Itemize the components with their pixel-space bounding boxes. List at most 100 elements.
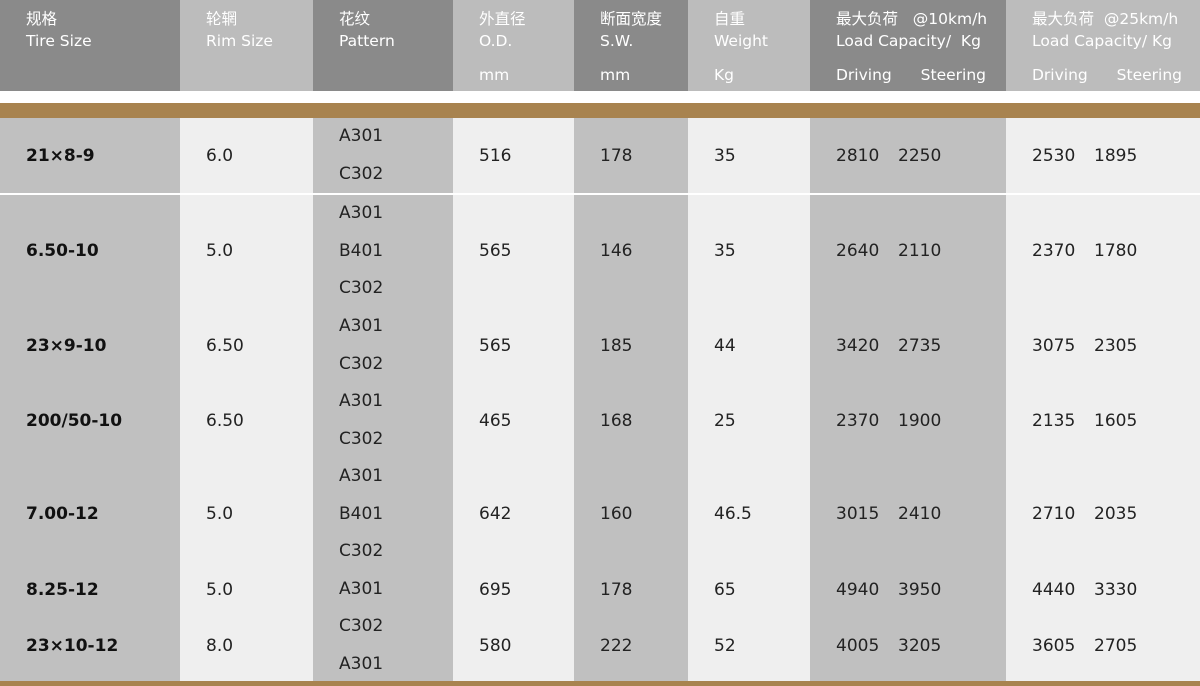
driving-load: 4440 bbox=[1032, 579, 1076, 600]
cell-weight: 52 bbox=[688, 608, 810, 683]
cell-rim: 6.50 bbox=[180, 383, 313, 458]
cell-load-10: 2370 1900 bbox=[810, 383, 1006, 458]
cell-load-10: 3420 2735 bbox=[810, 308, 1006, 383]
header-load-10: 最大负荷 @10km/h Load Capacity/ Kg Driving Stee… bbox=[810, 0, 1006, 91]
pattern-code: A301 bbox=[339, 391, 384, 411]
cell-load-25: 2135 1605 bbox=[1006, 383, 1200, 458]
header-steering: Steering bbox=[920, 66, 986, 84]
cell-od: 565 bbox=[453, 308, 574, 383]
weight-value: 52 bbox=[714, 635, 736, 656]
cell-pattern: A301 C302 bbox=[313, 118, 453, 193]
sw-value: 168 bbox=[600, 410, 633, 431]
table-header: 规格 Tire Size 轮辋 Rim Size 花纹 Pattern 外直径 O.D.… bbox=[0, 0, 1200, 91]
cell-weight: 35 bbox=[688, 195, 810, 308]
cell-sw: 222 bbox=[574, 608, 688, 683]
header-en: Pattern bbox=[339, 32, 395, 50]
table-row: 200/50-10 6.50 A301 C302 465 168 25 2370 1900 213… bbox=[0, 383, 1200, 458]
sw-value: 222 bbox=[600, 635, 633, 656]
pattern-code: C302 bbox=[339, 541, 384, 561]
cell-rim: 6.0 bbox=[180, 118, 313, 193]
pattern-code: A301 bbox=[339, 653, 384, 674]
header-zh: 规格 bbox=[26, 10, 58, 28]
header-zh: 花纹 bbox=[339, 10, 371, 28]
rim-size: 5.0 bbox=[206, 504, 234, 525]
header-zh: 外直径 bbox=[479, 10, 526, 28]
driving-load: 3015 bbox=[836, 504, 880, 525]
header-sw: 断面宽度 S.W. mm bbox=[574, 0, 688, 91]
driving-load: 3420 bbox=[836, 335, 880, 356]
cell-load-25: 3605 2705 bbox=[1006, 608, 1200, 683]
cell-rim: 5.0 bbox=[180, 195, 313, 308]
cell-rim: 5.0 bbox=[180, 571, 313, 609]
pattern-code: C302 bbox=[339, 278, 384, 298]
cell-od: 516 bbox=[453, 118, 574, 193]
sw-value: 146 bbox=[600, 241, 633, 262]
steering-load: 2035 bbox=[1094, 504, 1138, 525]
cell-sw: 146 bbox=[574, 195, 688, 308]
cell-load-25: 4440 3330 bbox=[1006, 571, 1200, 609]
od-value: 642 bbox=[479, 504, 512, 525]
header-unit: Kg bbox=[714, 66, 735, 84]
rim-size: 5.0 bbox=[206, 579, 234, 600]
header-steering: Steering bbox=[1116, 66, 1182, 84]
cell-weight: 65 bbox=[688, 571, 810, 609]
tire-size: 21×8-9 bbox=[26, 145, 95, 166]
steering-load: 3330 bbox=[1094, 579, 1138, 600]
weight-value: 65 bbox=[714, 579, 736, 600]
od-value: 516 bbox=[479, 145, 512, 166]
header-driving: Driving bbox=[1032, 66, 1088, 84]
rim-size: 6.50 bbox=[206, 410, 244, 431]
steering-load: 2410 bbox=[898, 504, 942, 525]
rim-size: 6.0 bbox=[206, 145, 234, 166]
od-value: 565 bbox=[479, 335, 512, 356]
header-en: Load Capacity/ Kg bbox=[1032, 32, 1172, 50]
steering-load: 3205 bbox=[898, 635, 942, 656]
weight-value: 35 bbox=[714, 145, 736, 166]
header-zh: 自重 bbox=[714, 10, 746, 28]
od-value: 565 bbox=[479, 241, 512, 262]
tire-size: 200/50-10 bbox=[26, 410, 123, 431]
table-row: 23×10-12 8.0 C302 A301 580 222 52 4005 3205 3605 2… bbox=[0, 608, 1200, 683]
cell-pattern: A301 B401 C302 bbox=[313, 195, 453, 308]
pattern-code: C302 bbox=[339, 616, 384, 636]
header-load-25: 最大负荷 @25km/h Load Capacity/ Kg Driving Stee… bbox=[1006, 0, 1200, 91]
cell-sw: 160 bbox=[574, 458, 688, 571]
sw-value: 178 bbox=[600, 145, 633, 166]
header-zh: 轮辋 bbox=[206, 10, 238, 28]
cell-sw: 185 bbox=[574, 308, 688, 383]
driving-load: 2135 bbox=[1032, 410, 1076, 431]
cell-od: 580 bbox=[453, 608, 574, 683]
cell-load-25: 2530 1895 bbox=[1006, 118, 1200, 193]
cell-sw: 168 bbox=[574, 383, 688, 458]
driving-load: 2640 bbox=[836, 241, 880, 262]
cell-tire-size: 23×9-10 bbox=[0, 308, 180, 383]
pattern-code: A301 bbox=[339, 203, 384, 223]
driving-load: 4940 bbox=[836, 579, 880, 600]
cell-load-10: 4940 3950 bbox=[810, 571, 1006, 609]
driving-load: 2530 bbox=[1032, 145, 1076, 166]
rim-size: 5.0 bbox=[206, 241, 234, 262]
cell-rim: 8.0 bbox=[180, 608, 313, 683]
cell-load-10: 2810 2250 bbox=[810, 118, 1006, 193]
cell-pattern: C302 A301 bbox=[313, 608, 453, 683]
steering-load: 1900 bbox=[898, 410, 942, 431]
tire-size: 23×9-10 bbox=[26, 335, 107, 356]
weight-value: 35 bbox=[714, 241, 736, 262]
weight-value: 44 bbox=[714, 335, 736, 356]
header-en: Load Capacity/ Kg bbox=[836, 32, 981, 50]
table-row: 23×9-10 6.50 A301 C302 565 185 44 3420 2735 3075 2… bbox=[0, 308, 1200, 383]
cell-load-10: 4005 3205 bbox=[810, 608, 1006, 683]
rim-size: 8.0 bbox=[206, 635, 234, 656]
driving-load: 3605 bbox=[1032, 635, 1076, 656]
cell-weight: 25 bbox=[688, 383, 810, 458]
cell-weight: 44 bbox=[688, 308, 810, 383]
sw-value: 178 bbox=[600, 579, 633, 600]
pattern-code: A301 bbox=[339, 579, 384, 599]
driving-load: 2370 bbox=[1032, 241, 1076, 262]
pattern-code: A301 bbox=[339, 316, 384, 336]
cell-load-25: 2710 2035 bbox=[1006, 458, 1200, 571]
cell-weight: 35 bbox=[688, 118, 810, 193]
sw-value: 160 bbox=[600, 504, 633, 525]
header-en: O.D. bbox=[479, 32, 513, 50]
table-row: 6.50-10 5.0 A301 B401 C302 565 146 35 2640 2110 23… bbox=[0, 195, 1200, 308]
